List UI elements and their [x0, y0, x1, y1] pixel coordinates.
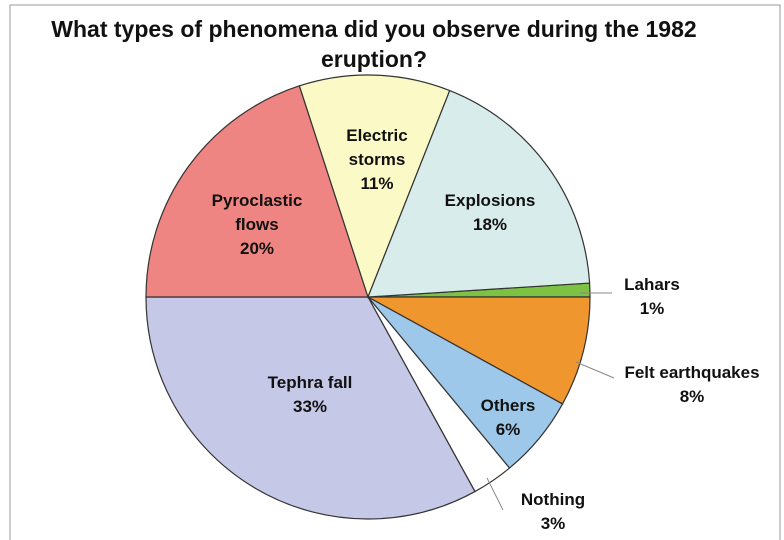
- pie-slice: [145, 85, 369, 298]
- slice-label: Felt earthquakes 8%: [612, 361, 772, 409]
- value-label: 6%: [495, 420, 521, 439]
- value-label: 20%: [239, 239, 275, 258]
- category-label: Nothing: [520, 490, 586, 509]
- category-label: Others: [480, 396, 536, 415]
- category-label: Electric storms: [346, 126, 408, 169]
- value-label: 3%: [540, 514, 566, 533]
- slice-label: Nothing 3%: [508, 488, 598, 536]
- slice-label: Lahars 1%: [612, 273, 692, 321]
- leader-line: [486, 477, 504, 511]
- category-label: Tephra fall: [267, 373, 353, 392]
- category-label: Felt earthquakes: [624, 363, 760, 382]
- category-label: Explosions: [444, 191, 536, 210]
- category-label: Lahars: [624, 275, 680, 294]
- slice-label: Electric storms 11%: [332, 124, 422, 196]
- value-label: 1%: [639, 299, 665, 318]
- value-label: 11%: [360, 174, 394, 193]
- category-label: Pyroclastic flows: [211, 191, 303, 234]
- value-label: 18%: [472, 215, 508, 234]
- value-label: 33%: [292, 397, 328, 416]
- pie-slice: [298, 74, 451, 299]
- value-label: 8%: [679, 387, 705, 406]
- slice-label: Tephra fall 33%: [245, 371, 375, 419]
- pie-slice: [367, 89, 591, 298]
- leader-line: [575, 361, 615, 379]
- chart-title: What types of phenomena did you observe …: [51, 16, 697, 72]
- slice-label: Explosions 18%: [430, 189, 550, 237]
- pie-slice: [145, 296, 476, 520]
- slice-label: Pyroclastic flows 20%: [202, 189, 312, 261]
- pie-slice: [367, 296, 591, 405]
- frame: [9, 4, 781, 540]
- slice-label: Others 6%: [468, 394, 548, 442]
